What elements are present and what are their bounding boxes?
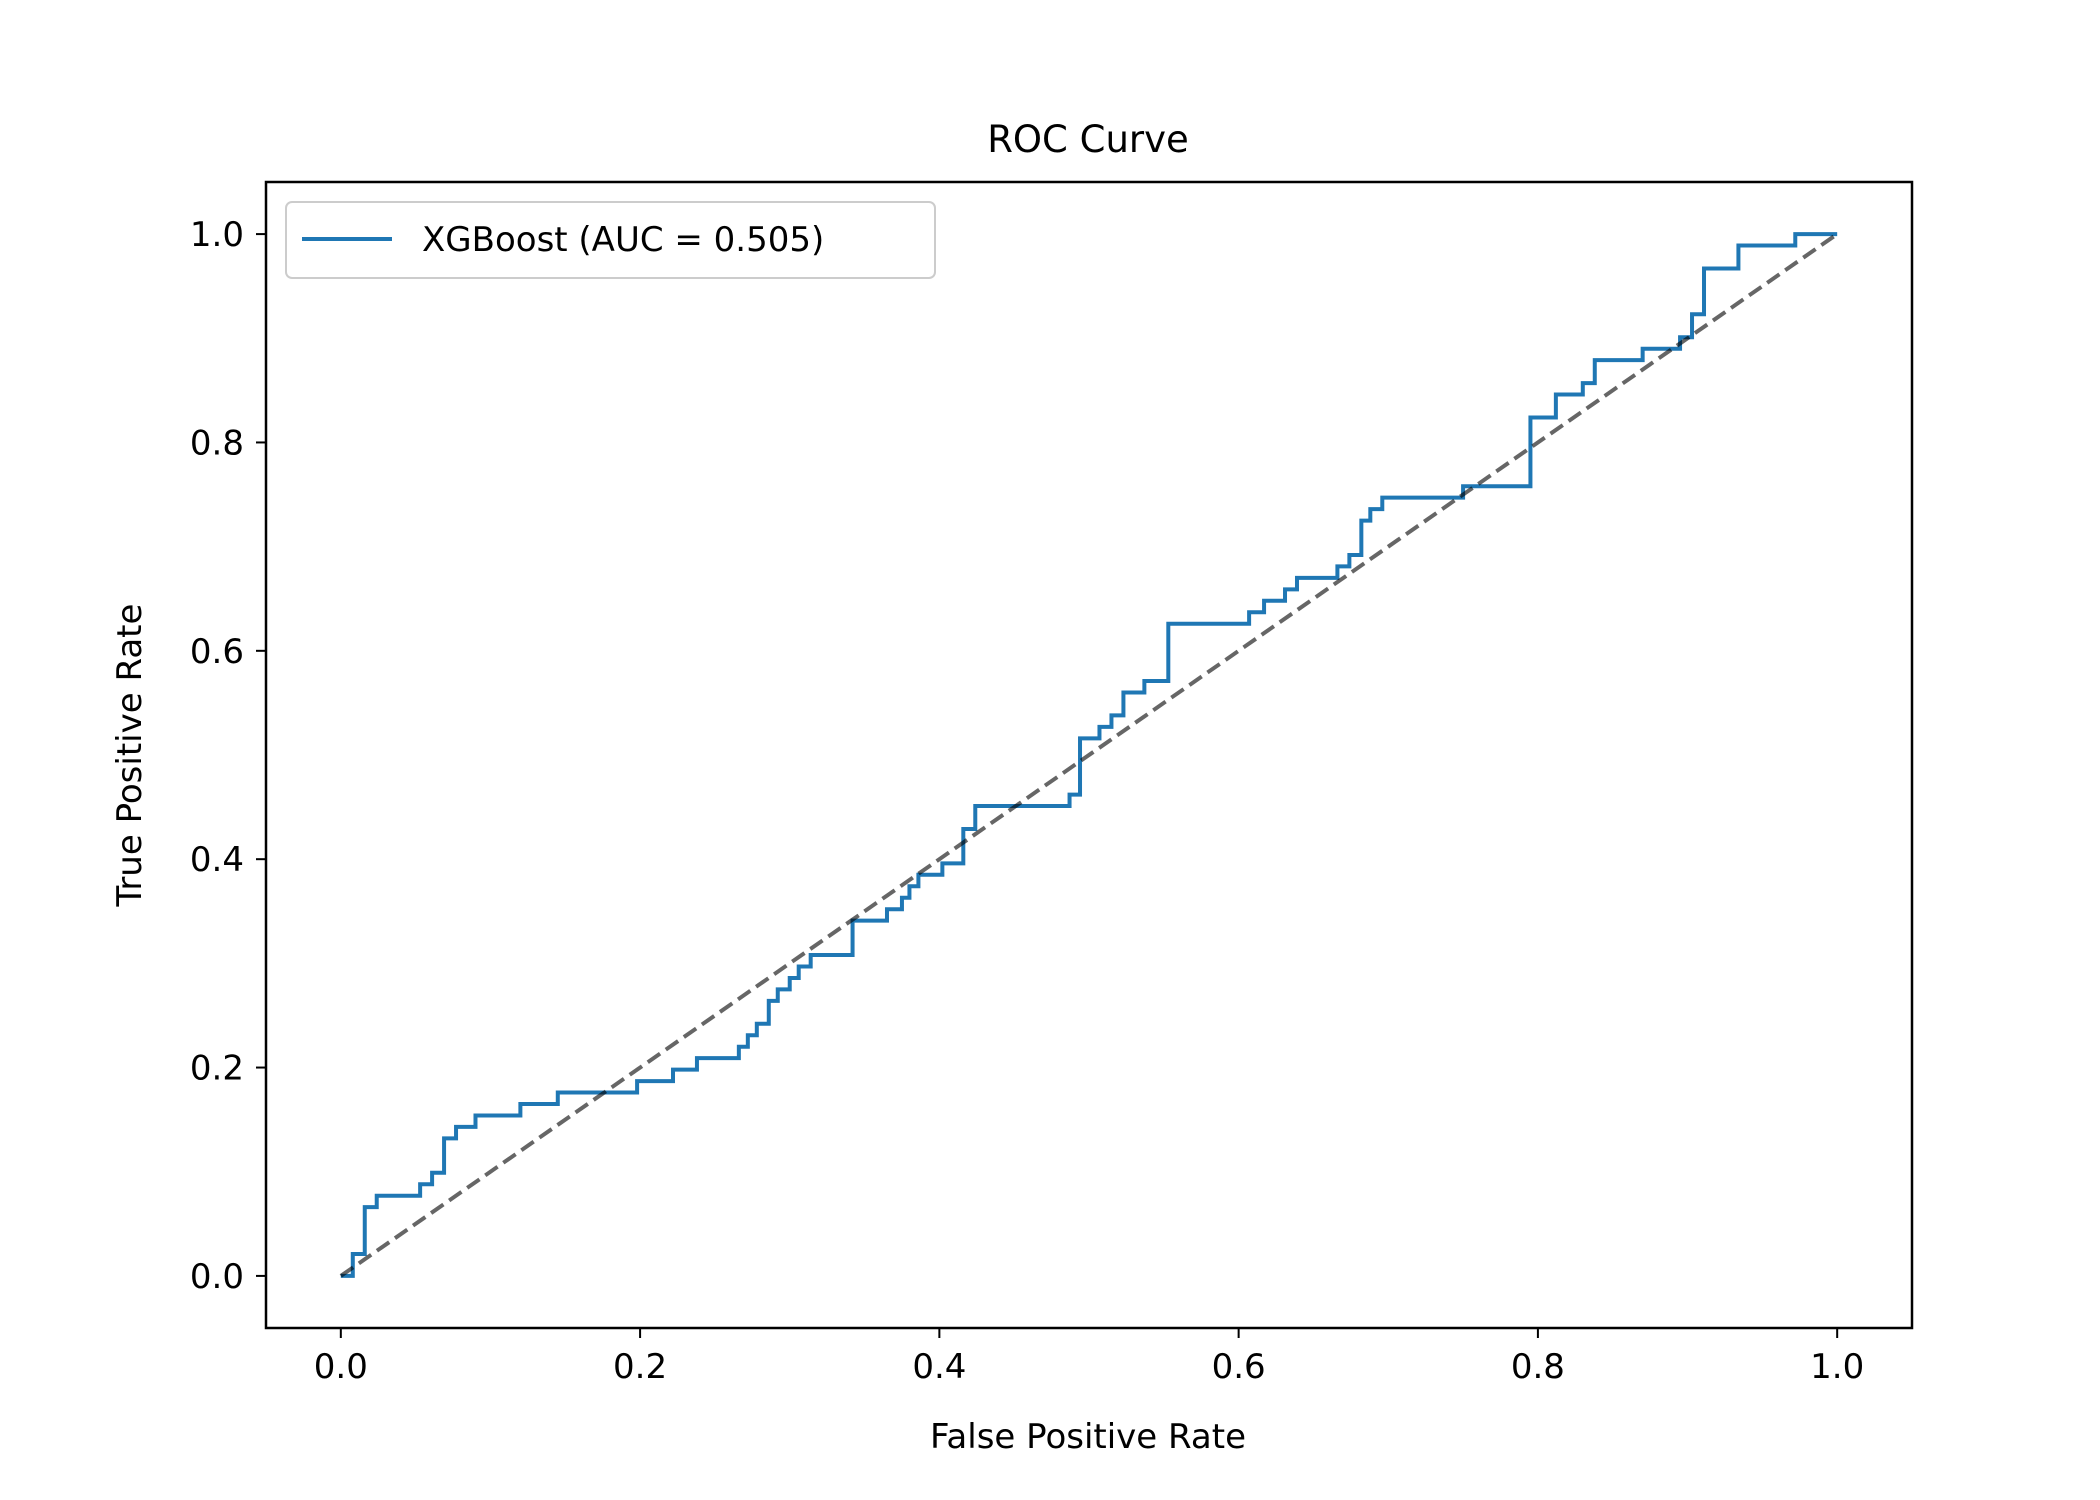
x-axis: 0.0 0.2 0.4 0.6 0.8 1.0 [314, 1328, 1864, 1387]
roc-curve-line [340, 232, 1838, 1278]
x-tick-label: 0.6 [1212, 1347, 1266, 1387]
y-axis-label: True Positive Rate [110, 604, 150, 908]
legend-box [285, 201, 936, 279]
y-tick-label: 0.8 [190, 423, 244, 463]
series-layer [339, 232, 1839, 1278]
plot-area [264, 180, 1914, 1330]
chart-title: ROC Curve [987, 118, 1189, 161]
plot-frame [264, 180, 1914, 1330]
x-axis-label: False Positive Rate [930, 1417, 1246, 1457]
x-tick-label: 0.2 [613, 1347, 667, 1387]
y-axis: 0.0 0.2 0.4 0.6 0.8 1.0 [190, 215, 266, 1297]
y-tick-label: 1.0 [190, 215, 244, 255]
y-tick-label: 0.2 [190, 1049, 244, 1089]
legend: XGBoost (AUC = 0.505) [285, 201, 936, 279]
y-tick-label: 0.0 [190, 1257, 244, 1297]
y-tick-label: 0.4 [190, 840, 244, 880]
y-tick-label: 0.6 [190, 632, 244, 672]
x-tick-label: 0.0 [314, 1347, 368, 1387]
x-tick-label: 0.4 [912, 1347, 966, 1387]
x-tick-label: 1.0 [1810, 1347, 1864, 1387]
x-tick-label: 0.8 [1511, 1347, 1565, 1387]
chance-diagonal-line [339, 232, 1839, 1278]
legend-entry-label: XGBoost (AUC = 0.505) [422, 220, 824, 260]
